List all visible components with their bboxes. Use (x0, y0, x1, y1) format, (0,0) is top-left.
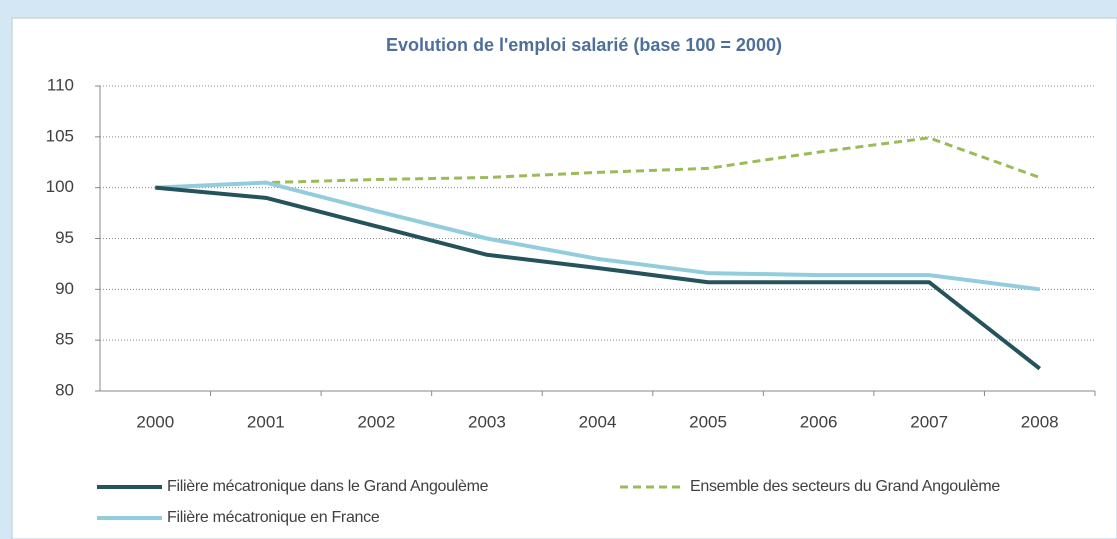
y-tick-label: 95 (55, 228, 74, 247)
y-tick-label: 105 (46, 126, 74, 145)
series-line (155, 180, 1040, 292)
chart-panel (11, 17, 1117, 539)
y-tick-label: 110 (47, 75, 74, 94)
chart-title: Evolution de l'emploi salarié (base 100 … (386, 35, 782, 55)
y-tick-label: 100 (46, 177, 74, 196)
legend-label: Filière mécatronique en France (167, 509, 380, 526)
x-tick-label: 2002 (357, 412, 395, 431)
x-tick-label: 2004 (579, 412, 617, 431)
y-tick-label: 85 (55, 330, 74, 349)
x-tick-label: 2007 (910, 412, 948, 431)
legend-label: Ensemble des secteurs du Grand Angoulème (690, 478, 1000, 495)
x-tick-label: 2003 (468, 412, 506, 431)
y-tick-label: 80 (55, 380, 74, 399)
series-line (155, 185, 1041, 371)
legend-label: Filière mécatronique dans le Grand Angou… (167, 478, 489, 495)
y-tick-label: 90 (55, 279, 74, 298)
series-line (155, 136, 1041, 190)
x-tick-label: 2008 (1021, 412, 1059, 431)
x-tick-label: 2005 (689, 412, 727, 431)
x-tick-label: 2006 (800, 412, 838, 431)
x-tick-label: 2001 (247, 412, 285, 431)
x-tick-label: 2000 (136, 412, 174, 431)
